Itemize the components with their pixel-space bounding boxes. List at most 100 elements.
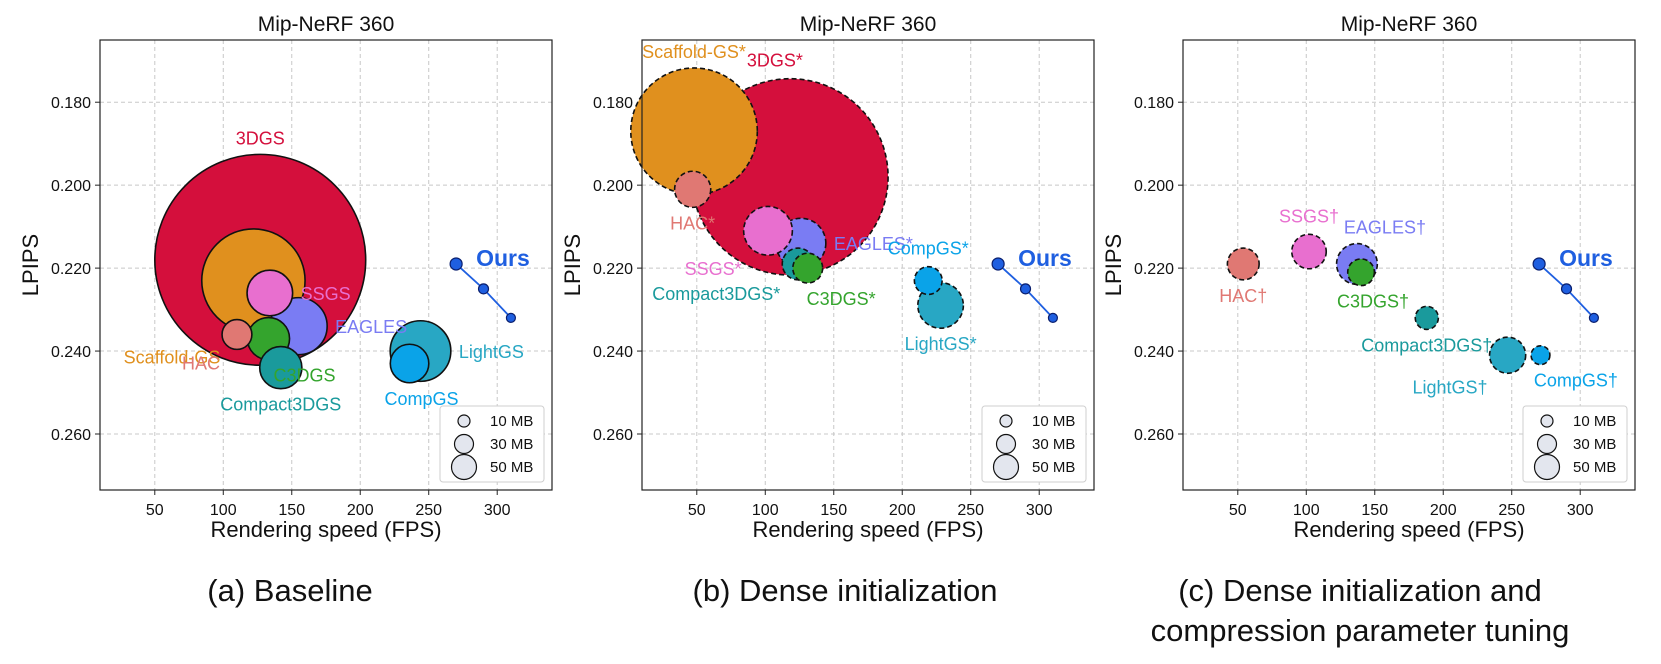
label-3dgs: 3DGS (236, 128, 285, 148)
chart-title: Mip-NeRF 360 (800, 13, 937, 36)
y-tick-label: 0.240 (1134, 344, 1174, 361)
chart-panel-2: 50 100 150 200 250 300 0.180 0.200 0.220 0.240 0.2… (560, 13, 1095, 542)
plot-frame (99, 39, 553, 491)
chart-title: Mip-NeRF 360 (258, 13, 395, 36)
y-tick-label: 0.180 (51, 95, 91, 112)
x-tick-label: 100 (752, 502, 779, 519)
label-scaffold-gs: Scaffold-GS* (642, 42, 746, 62)
ours-point (1560, 283, 1573, 295)
y-tick-label: 0.260 (1134, 427, 1174, 444)
label-eagles: EAGLES (335, 317, 407, 337)
size-legend: 10 MB 30 MB 50 MB (981, 405, 1087, 483)
legend-marker (992, 453, 1020, 481)
ours-label: Ours (1018, 245, 1072, 271)
ours-label: Ours (1559, 245, 1613, 271)
bubble-compgs (1530, 344, 1551, 366)
x-tick-label: 250 (957, 502, 984, 519)
label-scaffold-gs: Scaffold-GS (124, 348, 221, 368)
bubble-c3dgs (792, 252, 824, 284)
caption-c: (c) Dense initialization and compression… (1100, 571, 1620, 651)
bubble-compgs (389, 343, 430, 384)
legend-label: 10 MB (490, 413, 533, 430)
bubble-hac (1226, 247, 1260, 281)
x-tick-label: 100 (210, 502, 237, 519)
label-hac: HAC† (1219, 286, 1267, 306)
label-lightgs: LightGS† (1412, 377, 1487, 397)
x-tick-label: 300 (1567, 502, 1594, 519)
ours-point (477, 283, 490, 295)
x-axis-label: Rendering speed (FPS) (752, 517, 983, 542)
bubble-ssgs (742, 205, 794, 256)
x-tick-label: 150 (820, 502, 847, 519)
x-tick-label: 150 (1361, 502, 1388, 519)
ours-point (505, 312, 517, 323)
legend-label: 30 MB (490, 436, 533, 453)
y-tick-label: 0.260 (51, 427, 91, 444)
legend-label: 50 MB (1032, 459, 1075, 476)
x-tick-label: 250 (1498, 502, 1525, 519)
y-tick-label: 0.220 (1134, 261, 1174, 278)
caption-a: (a) Baseline (207, 573, 373, 608)
y-tick-label: 0.220 (593, 261, 633, 278)
y-tick-label: 0.240 (51, 344, 91, 361)
bubble-c3dgs (1346, 258, 1376, 287)
ours-point (1019, 283, 1032, 295)
bubble-lightgs (1488, 336, 1527, 375)
x-tick-label: 200 (347, 502, 374, 519)
plot-frame (1182, 39, 1636, 491)
ours-point (1532, 257, 1546, 271)
chart-panel-3: 50 100 150 200 250 300 0.180 0.200 0.220 0.240 0.2… (1101, 13, 1636, 542)
legend-marker (995, 433, 1017, 455)
label-c3dgs: C3DGS (274, 366, 336, 386)
y-tick-label: 0.200 (51, 178, 91, 195)
label-compact3dgs: Compact3DGS* (652, 284, 780, 304)
bubble-ssgs (1290, 233, 1328, 270)
y-tick-label: 0.240 (593, 344, 633, 361)
legend-marker (457, 414, 471, 428)
y-tick-label: 0.260 (593, 427, 633, 444)
bubble-compact3dgs (1414, 305, 1440, 331)
x-tick-label: 200 (889, 502, 916, 519)
x-axis-label: Rendering speed (FPS) (1293, 517, 1524, 542)
label-ssgs: SSGS* (685, 259, 742, 279)
label-lightgs: LightGS (459, 342, 524, 362)
chart-panel-1: 50 100 150 200 250 300 0.180 0.200 0.220 0.240 0.2… (18, 13, 553, 542)
x-tick-label: 300 (1026, 502, 1053, 519)
y-axis-label: LPIPS (560, 234, 585, 296)
y-tick-label: 0.200 (1134, 178, 1174, 195)
legend-marker (1536, 433, 1558, 455)
x-tick-label: 100 (1293, 502, 1320, 519)
bubble-compact3dgs (258, 345, 303, 390)
label-hac: HAC (182, 353, 220, 373)
bubble-hac (673, 170, 712, 209)
legend-label: 30 MB (1032, 436, 1075, 453)
legend-marker (999, 414, 1013, 428)
chart-title: Mip-NeRF 360 (1341, 13, 1478, 36)
legend-marker (1533, 453, 1561, 481)
ours-point (449, 257, 463, 271)
y-tick-label: 0.220 (51, 261, 91, 278)
legend-label: 50 MB (1573, 459, 1616, 476)
x-tick-label: 50 (688, 502, 706, 519)
label-compact3dgs: Compact3DGS† (1361, 335, 1492, 355)
label-c3dgs: C3DGS* (807, 289, 876, 309)
x-tick-label: 150 (278, 502, 305, 519)
label-c3dgs: C3DGS† (1337, 292, 1409, 312)
bubble-ssgs (246, 269, 294, 317)
ours-point (1047, 312, 1059, 323)
label-ssgs: SSGS† (1279, 206, 1339, 226)
x-tick-label: 200 (1430, 502, 1457, 519)
caption-c-line1: (c) Dense initialization and (1178, 573, 1542, 608)
label-compgs: CompGS* (888, 239, 969, 259)
label-eagles: EAGLES* (834, 234, 913, 254)
legend-label: 10 MB (1573, 413, 1616, 430)
y-tick-label: 0.180 (593, 95, 633, 112)
legend-label: 10 MB (1032, 413, 1075, 430)
label-hac: HAC* (670, 213, 715, 233)
plot-frame (641, 39, 1095, 491)
ours-point (991, 257, 1005, 271)
bubble-compgs (913, 265, 943, 296)
label-compgs: CompGS (385, 389, 459, 409)
label-eagles: EAGLES† (1344, 218, 1426, 238)
